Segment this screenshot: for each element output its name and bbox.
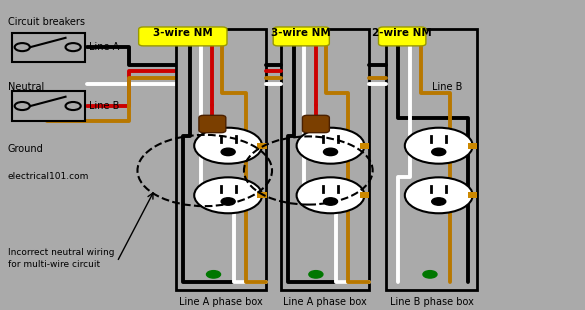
- FancyBboxPatch shape: [378, 27, 426, 46]
- Text: Circuit breakers: Circuit breakers: [8, 17, 85, 27]
- Text: electrical101.com: electrical101.com: [8, 172, 89, 181]
- Bar: [468, 192, 477, 198]
- Text: 2-wire NM: 2-wire NM: [372, 28, 432, 38]
- Text: Line B phase box: Line B phase box: [390, 297, 473, 307]
- Bar: [12, 33, 85, 62]
- Circle shape: [194, 177, 262, 213]
- FancyBboxPatch shape: [273, 27, 329, 46]
- Circle shape: [207, 271, 221, 278]
- Text: Line B: Line B: [432, 82, 463, 92]
- Text: 3-wire NM: 3-wire NM: [153, 28, 213, 38]
- Bar: [257, 143, 267, 149]
- FancyBboxPatch shape: [199, 115, 226, 133]
- Bar: [468, 143, 477, 149]
- Bar: [360, 192, 369, 198]
- Circle shape: [405, 128, 473, 164]
- Circle shape: [324, 148, 338, 156]
- FancyBboxPatch shape: [139, 27, 227, 46]
- Text: Line B: Line B: [89, 101, 119, 111]
- Circle shape: [297, 128, 364, 164]
- Bar: [176, 29, 266, 290]
- Bar: [360, 143, 369, 149]
- Circle shape: [221, 148, 235, 156]
- FancyBboxPatch shape: [302, 115, 329, 133]
- Circle shape: [432, 148, 446, 156]
- Text: Neutral: Neutral: [8, 82, 44, 92]
- Bar: [281, 29, 369, 290]
- Text: Ground: Ground: [8, 144, 43, 154]
- Circle shape: [297, 177, 364, 213]
- Bar: [257, 192, 267, 198]
- Text: Incorrect neutral wiring: Incorrect neutral wiring: [8, 248, 114, 257]
- Text: 3-wire NM: 3-wire NM: [271, 28, 331, 38]
- Text: Line A phase box: Line A phase box: [179, 297, 263, 307]
- Circle shape: [194, 128, 262, 164]
- Bar: [12, 91, 85, 121]
- Circle shape: [423, 271, 437, 278]
- Circle shape: [309, 271, 323, 278]
- Text: for multi-wire circuit: for multi-wire circuit: [8, 259, 99, 269]
- Circle shape: [405, 177, 473, 213]
- Circle shape: [221, 198, 235, 205]
- Bar: [386, 29, 477, 290]
- Text: Line A phase box: Line A phase box: [283, 297, 367, 307]
- Circle shape: [432, 198, 446, 205]
- Text: Line A: Line A: [89, 42, 119, 52]
- Circle shape: [324, 198, 338, 205]
